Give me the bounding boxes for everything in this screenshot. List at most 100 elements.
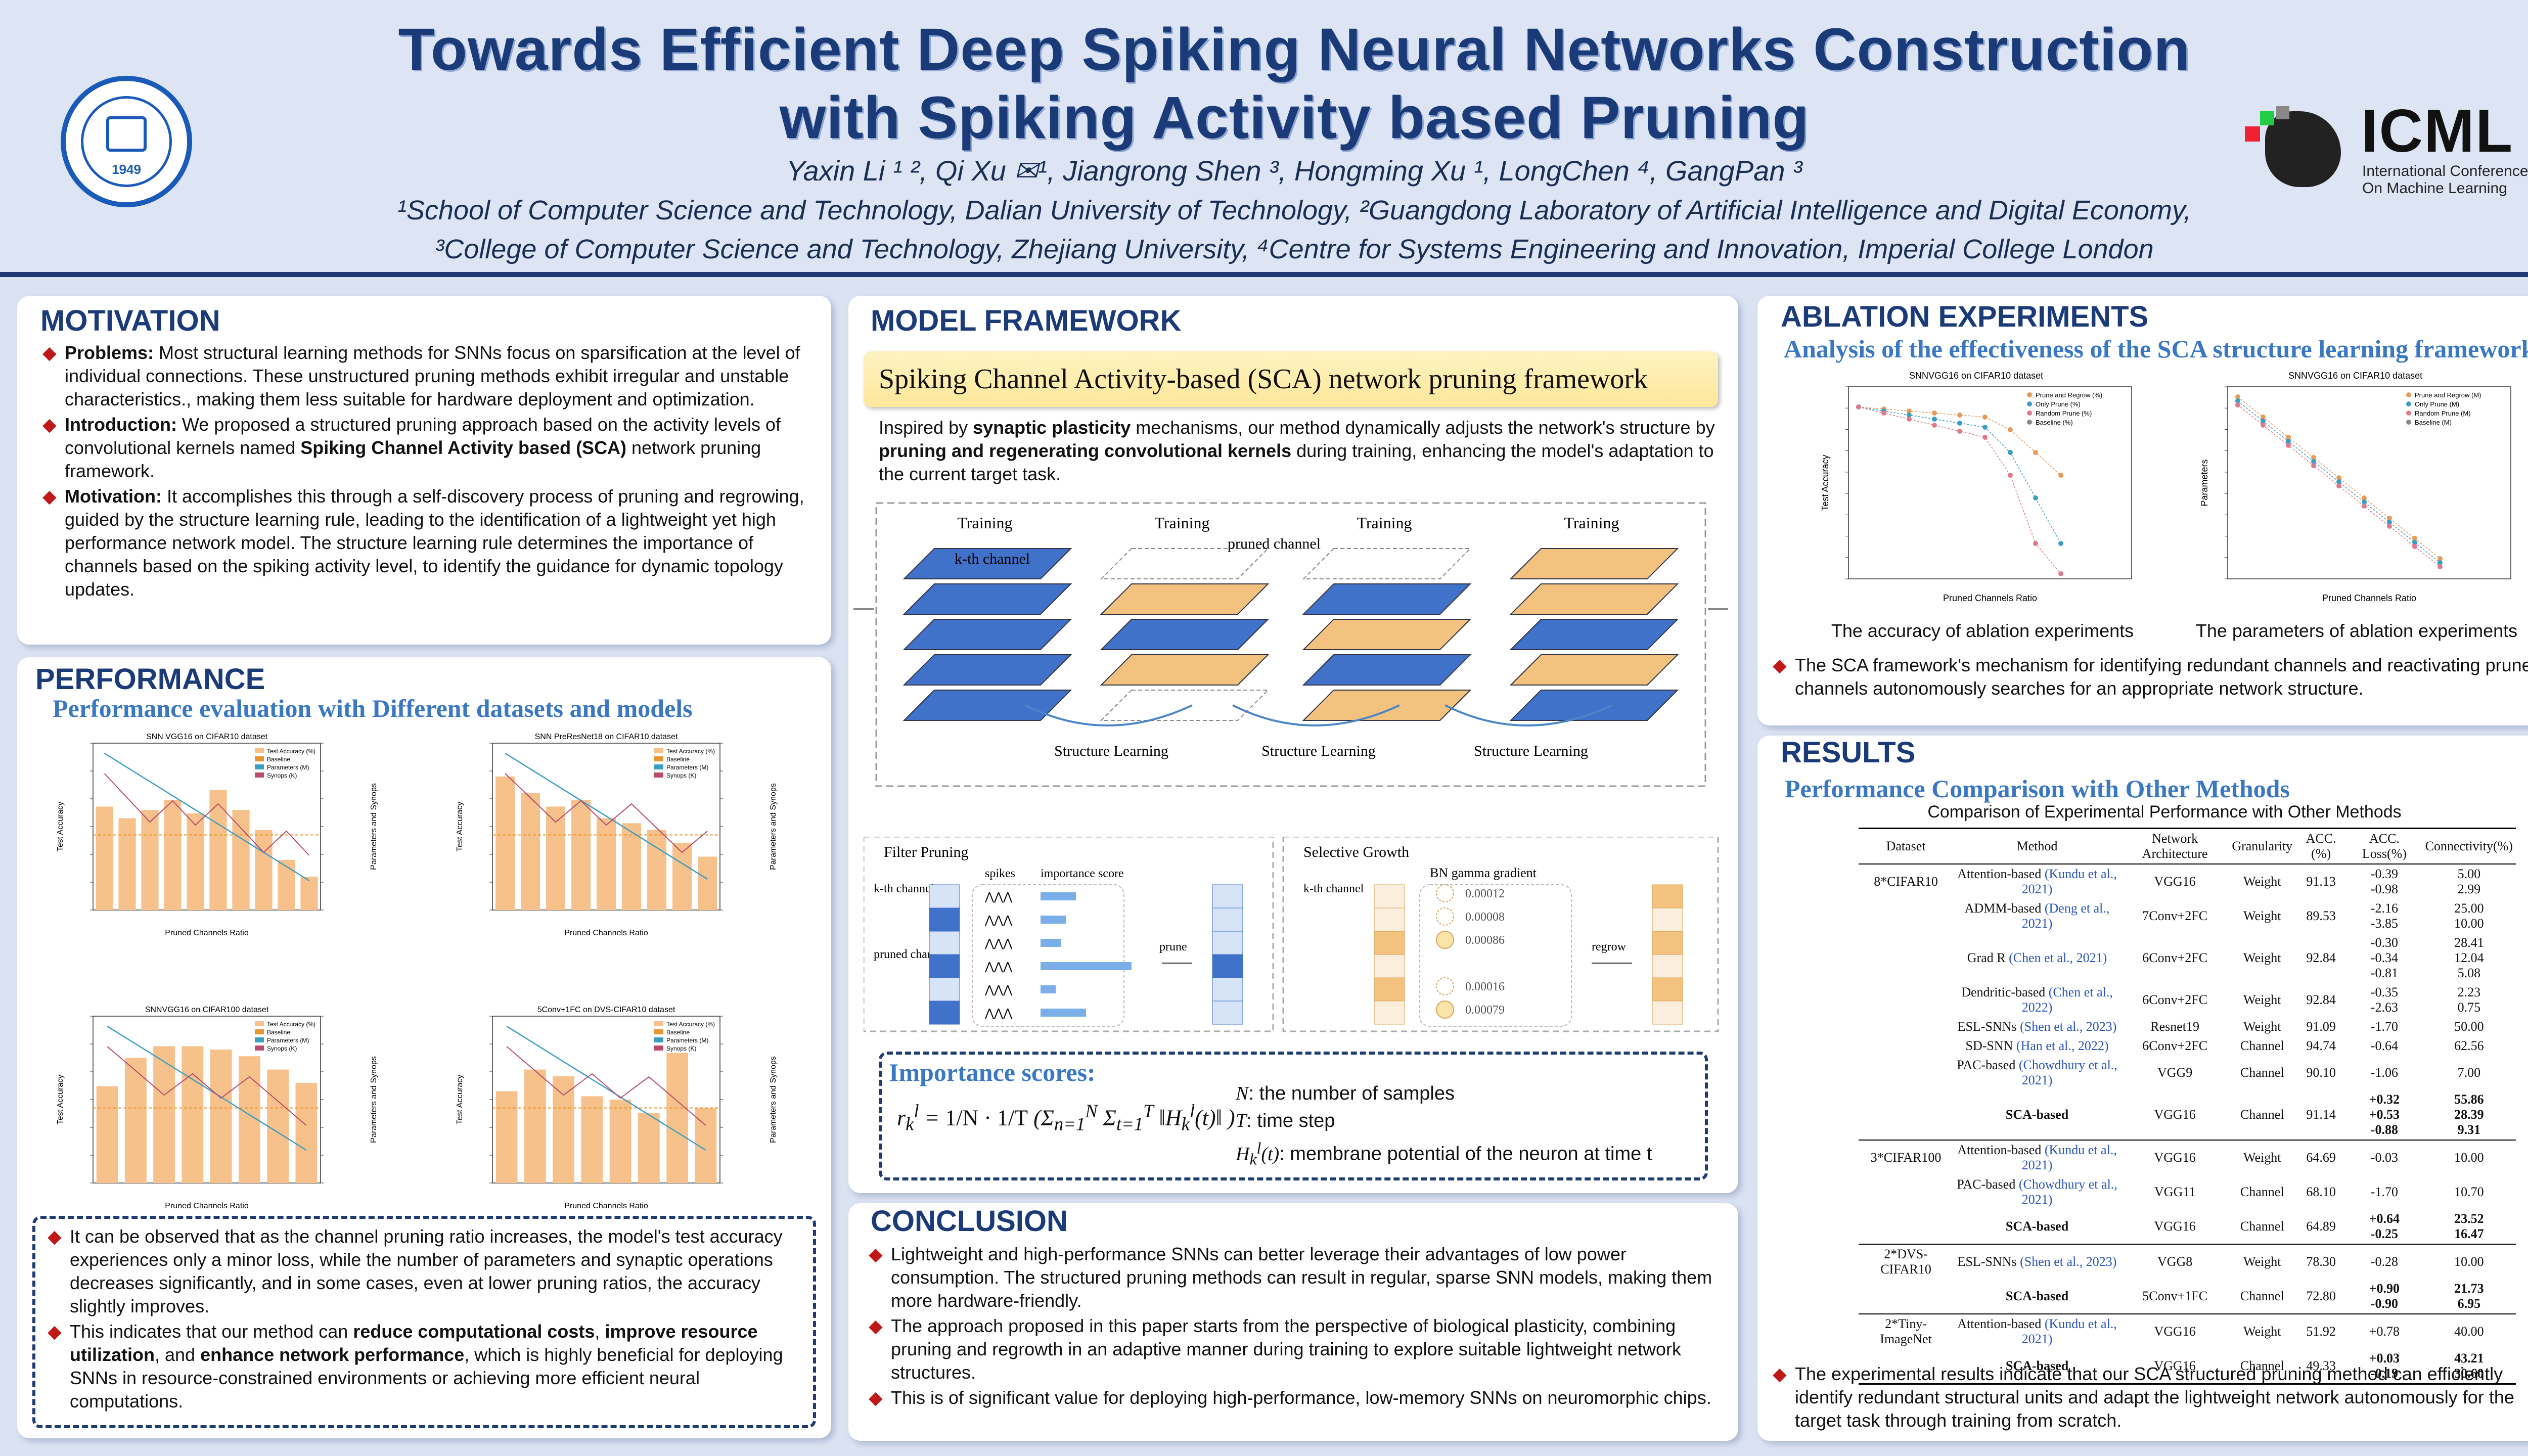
accuracy-bar xyxy=(96,806,113,910)
channel-layer xyxy=(1302,690,1472,721)
structure-learning-label: Structure Learning xyxy=(1054,743,1168,759)
performance-chart: 5Conv+1FC on DVS-CIFAR10 dataset Pruned C… xyxy=(456,1006,778,1210)
table-cell: PAC-based (Chowdhury et al., 2021) xyxy=(1957,1058,2117,1087)
importance-formula: rkl = 1/N · 1/T (Σn=1N Σt=1T ‖Hkl(t)‖ ) xyxy=(897,1101,1235,1134)
synops-line xyxy=(104,773,310,856)
channel-layer xyxy=(902,583,1072,615)
performance-note: This indicates that our method can reduc… xyxy=(48,1320,801,1413)
table-cell: VGG16 xyxy=(2120,1140,2229,1175)
table-cell: -0.03 xyxy=(2346,1140,2422,1175)
accuracy-bar xyxy=(182,1046,204,1183)
chart-xlabel: Pruned Channels Ratio xyxy=(165,1202,249,1210)
table-row: SCA-based VGG16 Channel 91.14 +0.32 +0.53 -0… xyxy=(1859,1090,2516,1140)
svg-text:k-th channel: k-th channel xyxy=(1303,882,1364,895)
training-label: Training xyxy=(957,514,1012,532)
table-cell: Attention-based (Kundu et al., 2021) xyxy=(1953,1313,2121,1349)
channel-layer xyxy=(1100,583,1270,615)
table-cell: Weight xyxy=(2229,1140,2296,1175)
performance-chart: SNN PreResNet18 on CIFAR10 dataset Pruned… xyxy=(456,733,778,937)
chart-title: SNN PreResNet18 on CIFAR10 dataset xyxy=(535,733,678,741)
accuracy-bar xyxy=(210,1050,232,1183)
table-cell: 7Conv+2FC xyxy=(2142,908,2208,923)
table-cell: PAC-based (Chowdhury et al., 2021) xyxy=(1957,1177,2117,1207)
performance-chart: SNNVGG16 on CIFAR100 dataset Pruned Chann… xyxy=(56,1006,378,1210)
table-header: Granularity xyxy=(2229,828,2296,864)
training-label: Training xyxy=(1154,514,1209,532)
svg-text:Baseline: Baseline xyxy=(267,1029,290,1036)
chart-ylabel: Test Accuracy xyxy=(56,802,65,852)
table-cell: 5.00 2.99 xyxy=(2422,863,2516,899)
chart-legend: Prune and Regrow (M)Only Prune (M) Random… xyxy=(2406,391,2481,426)
table-cell: 68.10 xyxy=(2306,1185,2336,1199)
svg-text:k-th channel: k-th channel xyxy=(874,882,934,895)
channel-layer xyxy=(1509,583,1679,615)
table-cell: 23.52 16.47 xyxy=(2454,1211,2484,1241)
svg-text:Test Accuracy (%): Test Accuracy (%) xyxy=(666,748,715,755)
ablation-point xyxy=(1982,435,1988,440)
ablation-series xyxy=(1858,406,2061,574)
accuracy-bar xyxy=(209,790,227,910)
table-cell: SCA-based xyxy=(2005,1289,2069,1303)
table-header: Connectivity(%) xyxy=(2422,828,2516,864)
ablation-series xyxy=(1858,406,2061,544)
accuracy-bar xyxy=(524,1069,546,1183)
ablation-caption-2: The parameters of ablation experiments xyxy=(2195,620,2518,641)
table-row: Grad R (Chen et al., 2021) 6Conv+2FC Weigh… xyxy=(1859,933,2516,983)
channel-layer xyxy=(902,548,1072,579)
table-cell: -2.16 -3.85 xyxy=(2370,901,2398,931)
table-cell: 8*CIFAR10 xyxy=(1859,863,1954,899)
table-cell: 3*CIFAR100 xyxy=(1859,1140,1954,1175)
chart-title: 5Conv+1FC on DVS-CIFAR10 dataset xyxy=(537,1006,675,1014)
channel-layer xyxy=(1302,619,1472,650)
table-cell: 40.00 xyxy=(2422,1313,2516,1349)
table-cell: 50.00 xyxy=(2454,1019,2484,1034)
table-cell: Channel xyxy=(2240,1289,2284,1303)
accuracy-bar xyxy=(96,1086,118,1183)
framework-title: MODEL FRAMEWORK xyxy=(871,304,1182,337)
ablation-point xyxy=(1957,413,1962,418)
ablation-title: ABLATION EXPERIMENTS xyxy=(1781,300,2149,333)
chart-title: SNN VGG16 on CIFAR10 dataset xyxy=(146,733,268,741)
accuracy-bar xyxy=(267,1069,289,1183)
table-cell: Weight xyxy=(2243,950,2281,965)
accuracy-bar xyxy=(295,1083,318,1183)
channel-layer xyxy=(1302,583,1472,615)
svg-text:⋀⋀⋀: ⋀⋀⋀ xyxy=(984,937,1013,950)
table-cell: Grad R (Chen et al., 2021) xyxy=(1967,950,2107,965)
table-cell xyxy=(1859,899,1953,933)
svg-text:Parameters (M): Parameters (M) xyxy=(666,1037,708,1044)
svg-text:Test Accuracy (%): Test Accuracy (%) xyxy=(267,748,315,755)
structure-learning-label: Structure Learning xyxy=(1474,743,1588,759)
table-cell: SD-SNN (Han et al., 2022) xyxy=(1965,1038,2109,1053)
table-cell: 91.14 xyxy=(2306,1107,2336,1122)
svg-text:Parameters (M): Parameters (M) xyxy=(267,764,309,771)
structure-arrow xyxy=(1232,704,1400,726)
table-cell: SCA-based xyxy=(2005,1107,2069,1122)
accuracy-bar xyxy=(495,1091,518,1183)
svg-text:Only Prune (%): Only Prune (%) xyxy=(2036,400,2081,408)
svg-text:Prune and Regrow (%): Prune and Regrow (%) xyxy=(2036,391,2102,399)
table-row: 8*CIFAR10 Attention-based (Kundu et al., … xyxy=(1859,863,2516,899)
chart-ylabel: Parameters xyxy=(2199,459,2209,506)
table-cell: Channel xyxy=(2240,1038,2284,1053)
parameters-line xyxy=(506,1025,706,1151)
synops-line xyxy=(506,1046,706,1126)
table-cell: Channel xyxy=(2240,1065,2284,1080)
table-cell: VGG16 xyxy=(2120,863,2229,899)
svg-text:Baseline: Baseline xyxy=(666,756,690,763)
ablation-caption-1: The accuracy of ablation experiments xyxy=(1831,620,2134,641)
accuracy-bar xyxy=(609,1100,631,1183)
table-cell: VGG11 xyxy=(2154,1185,2196,1199)
table-cell: 5Conv+1FC xyxy=(2142,1289,2208,1303)
chart-y2label: Parameters and Synops xyxy=(370,783,378,870)
filter-pruning-diagram: Filter Pruning spikes importance score k-th… xyxy=(864,837,1719,1032)
svg-text:Baseline: Baseline xyxy=(267,756,290,763)
table-cell: VGG16 xyxy=(2154,1219,2196,1234)
performance-chart: SNN VGG16 on CIFAR10 dataset Pruned Chann… xyxy=(56,733,378,937)
ablation-charts: SNNVGG16 on CIFAR10 dataset Pruned Channe… xyxy=(1820,371,2511,603)
svg-text:Synops (K): Synops (K) xyxy=(267,1045,297,1052)
accuracy-bar xyxy=(118,818,136,910)
